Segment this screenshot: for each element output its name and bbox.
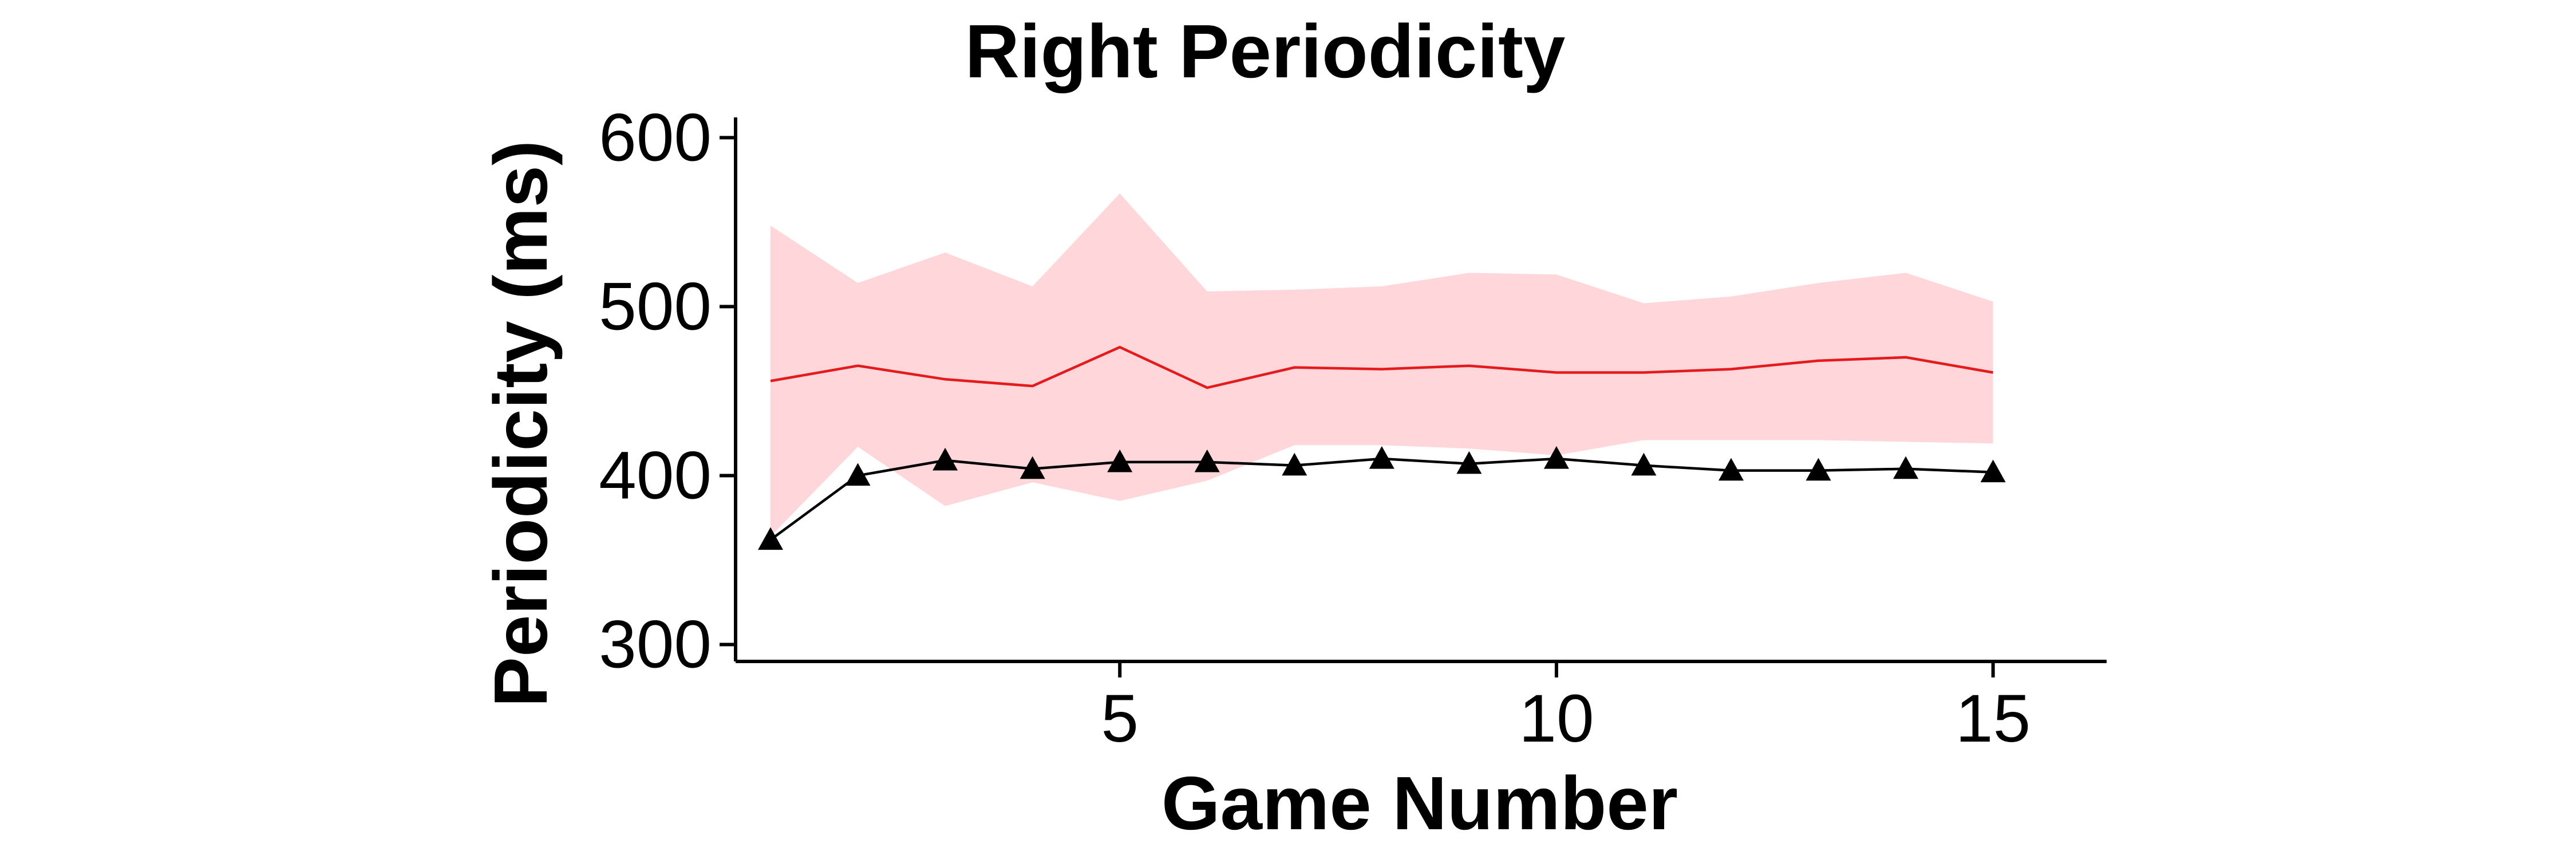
series-point-triangle (1718, 458, 1744, 481)
series-line-1 (770, 345, 1994, 389)
chart-title: Right Periodicity (965, 9, 1566, 93)
x-axis-label: Game Number (1161, 761, 1678, 845)
x-tick-label: 15 (1955, 681, 2030, 756)
x-tick-label: 5 (1101, 681, 1139, 756)
series-point-triangle (1282, 452, 1307, 476)
x-tick-label: 10 (1519, 681, 1594, 756)
series-point-triangle (933, 447, 958, 471)
y-tick-label: 400 (599, 438, 712, 513)
x-axis-ticks: 5 10 15 (1101, 661, 2030, 756)
series-point-triangle (1194, 449, 1220, 472)
series-point-triangle (845, 463, 871, 486)
series-point-triangle (1805, 458, 1831, 481)
series-point-triangle (1543, 446, 1569, 469)
series-point-triangle (1020, 456, 1045, 479)
y-tick-label: 300 (599, 606, 712, 682)
confidence-band (771, 193, 1993, 537)
y-tick-label: 600 (599, 100, 712, 175)
series-layer (758, 345, 2006, 550)
y-tick-label: 500 (599, 269, 712, 344)
series-point-triangle (1107, 449, 1133, 472)
series-point-triangle (1980, 459, 2006, 483)
series-point-triangle (1456, 451, 1482, 474)
series-point-triangle (1369, 446, 1394, 469)
confidence-band-layer (771, 193, 1993, 537)
y-axis-label: Periodicity (ms) (479, 140, 563, 707)
series-point-triangle (758, 527, 784, 550)
series-point-triangle (1893, 456, 1919, 479)
series-point-triangle (1631, 452, 1657, 476)
y-axis-ticks: 300 400 500 600 (599, 100, 736, 682)
